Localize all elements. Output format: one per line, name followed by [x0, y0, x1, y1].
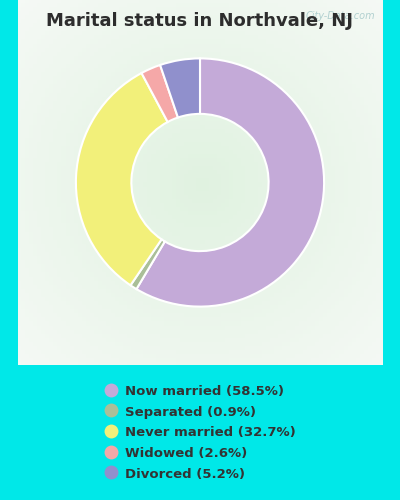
Wedge shape	[142, 65, 178, 122]
Legend: Now married (58.5%), Separated (0.9%), Never married (32.7%), Widowed (2.6%), Di: Now married (58.5%), Separated (0.9%), N…	[101, 380, 299, 484]
Text: Marital status in Northvale, NJ: Marital status in Northvale, NJ	[46, 12, 354, 30]
Wedge shape	[130, 240, 165, 289]
Wedge shape	[76, 73, 168, 286]
Text: City-Data.com: City-Data.com	[306, 11, 375, 21]
Wedge shape	[136, 58, 324, 306]
Wedge shape	[160, 58, 200, 118]
